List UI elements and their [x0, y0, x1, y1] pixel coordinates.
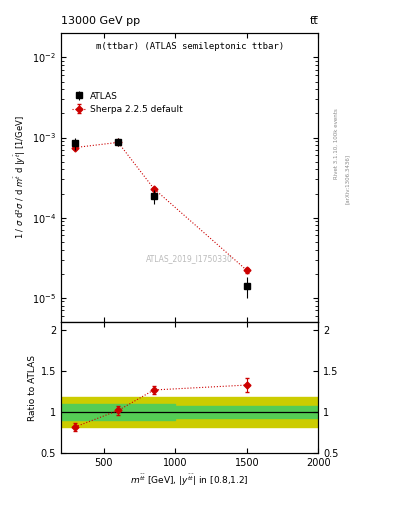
Y-axis label: 1 / $\sigma$ d$^2$$\sigma$ / d $m^{\bar{t}}$ d $|y^{\bar{t}}|$ [1/GeV]: 1 / $\sigma$ d$^2$$\sigma$ / d $m^{\bar{…: [12, 116, 28, 240]
Text: tt̅: tt̅: [310, 15, 318, 26]
Y-axis label: Ratio to ATLAS: Ratio to ATLAS: [28, 354, 37, 420]
Legend: ATLAS, Sherpa 2.2.5 default: ATLAS, Sherpa 2.2.5 default: [71, 90, 184, 116]
Text: m(ttbar) (ATLAS semileptonic ttbar): m(ttbar) (ATLAS semileptonic ttbar): [95, 42, 284, 51]
Text: 13000 GeV pp: 13000 GeV pp: [61, 15, 140, 26]
Text: [arXiv:1306.3436]: [arXiv:1306.3436]: [345, 154, 350, 204]
Text: Rivet 3.1.10, 100k events: Rivet 3.1.10, 100k events: [334, 108, 338, 179]
X-axis label: $m^{\bar{t}\bar{t}}$ [GeV], $|y^{\bar{t}\bar{t}}|$ in [0.8,1.2]: $m^{\bar{t}\bar{t}}$ [GeV], $|y^{\bar{t}…: [130, 472, 249, 488]
Text: ATLAS_2019_I1750330: ATLAS_2019_I1750330: [146, 254, 233, 263]
